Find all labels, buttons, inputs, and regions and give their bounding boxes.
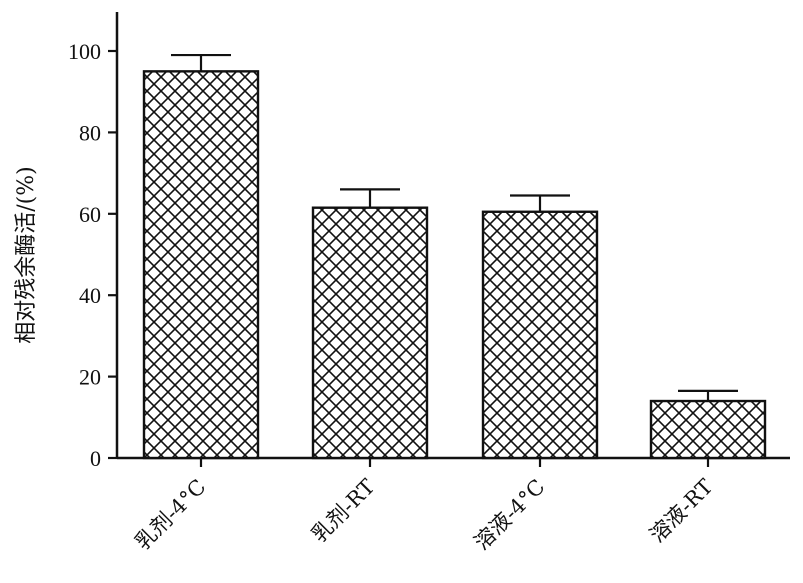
bar (142, 70, 260, 460)
y-tick-label: 60 (79, 202, 101, 227)
y-axis-title: 相对残余酶活/(%) (14, 166, 39, 343)
bar (649, 399, 767, 460)
y-tick-label: 0 (90, 446, 101, 471)
bar (311, 206, 429, 460)
x-tick-label: 乳剂-4°C (131, 475, 211, 555)
bar (481, 210, 599, 460)
y-tick-label: 100 (68, 39, 101, 64)
y-tick-label: 80 (79, 120, 101, 145)
y-tick-label: 20 (79, 365, 101, 390)
x-tick-label: 溶液-4°C (470, 475, 550, 555)
x-tick-label: 溶液-RT (645, 475, 718, 548)
x-tick-label: 乳剂-RT (307, 475, 380, 548)
y-tick-label: 40 (79, 283, 101, 308)
